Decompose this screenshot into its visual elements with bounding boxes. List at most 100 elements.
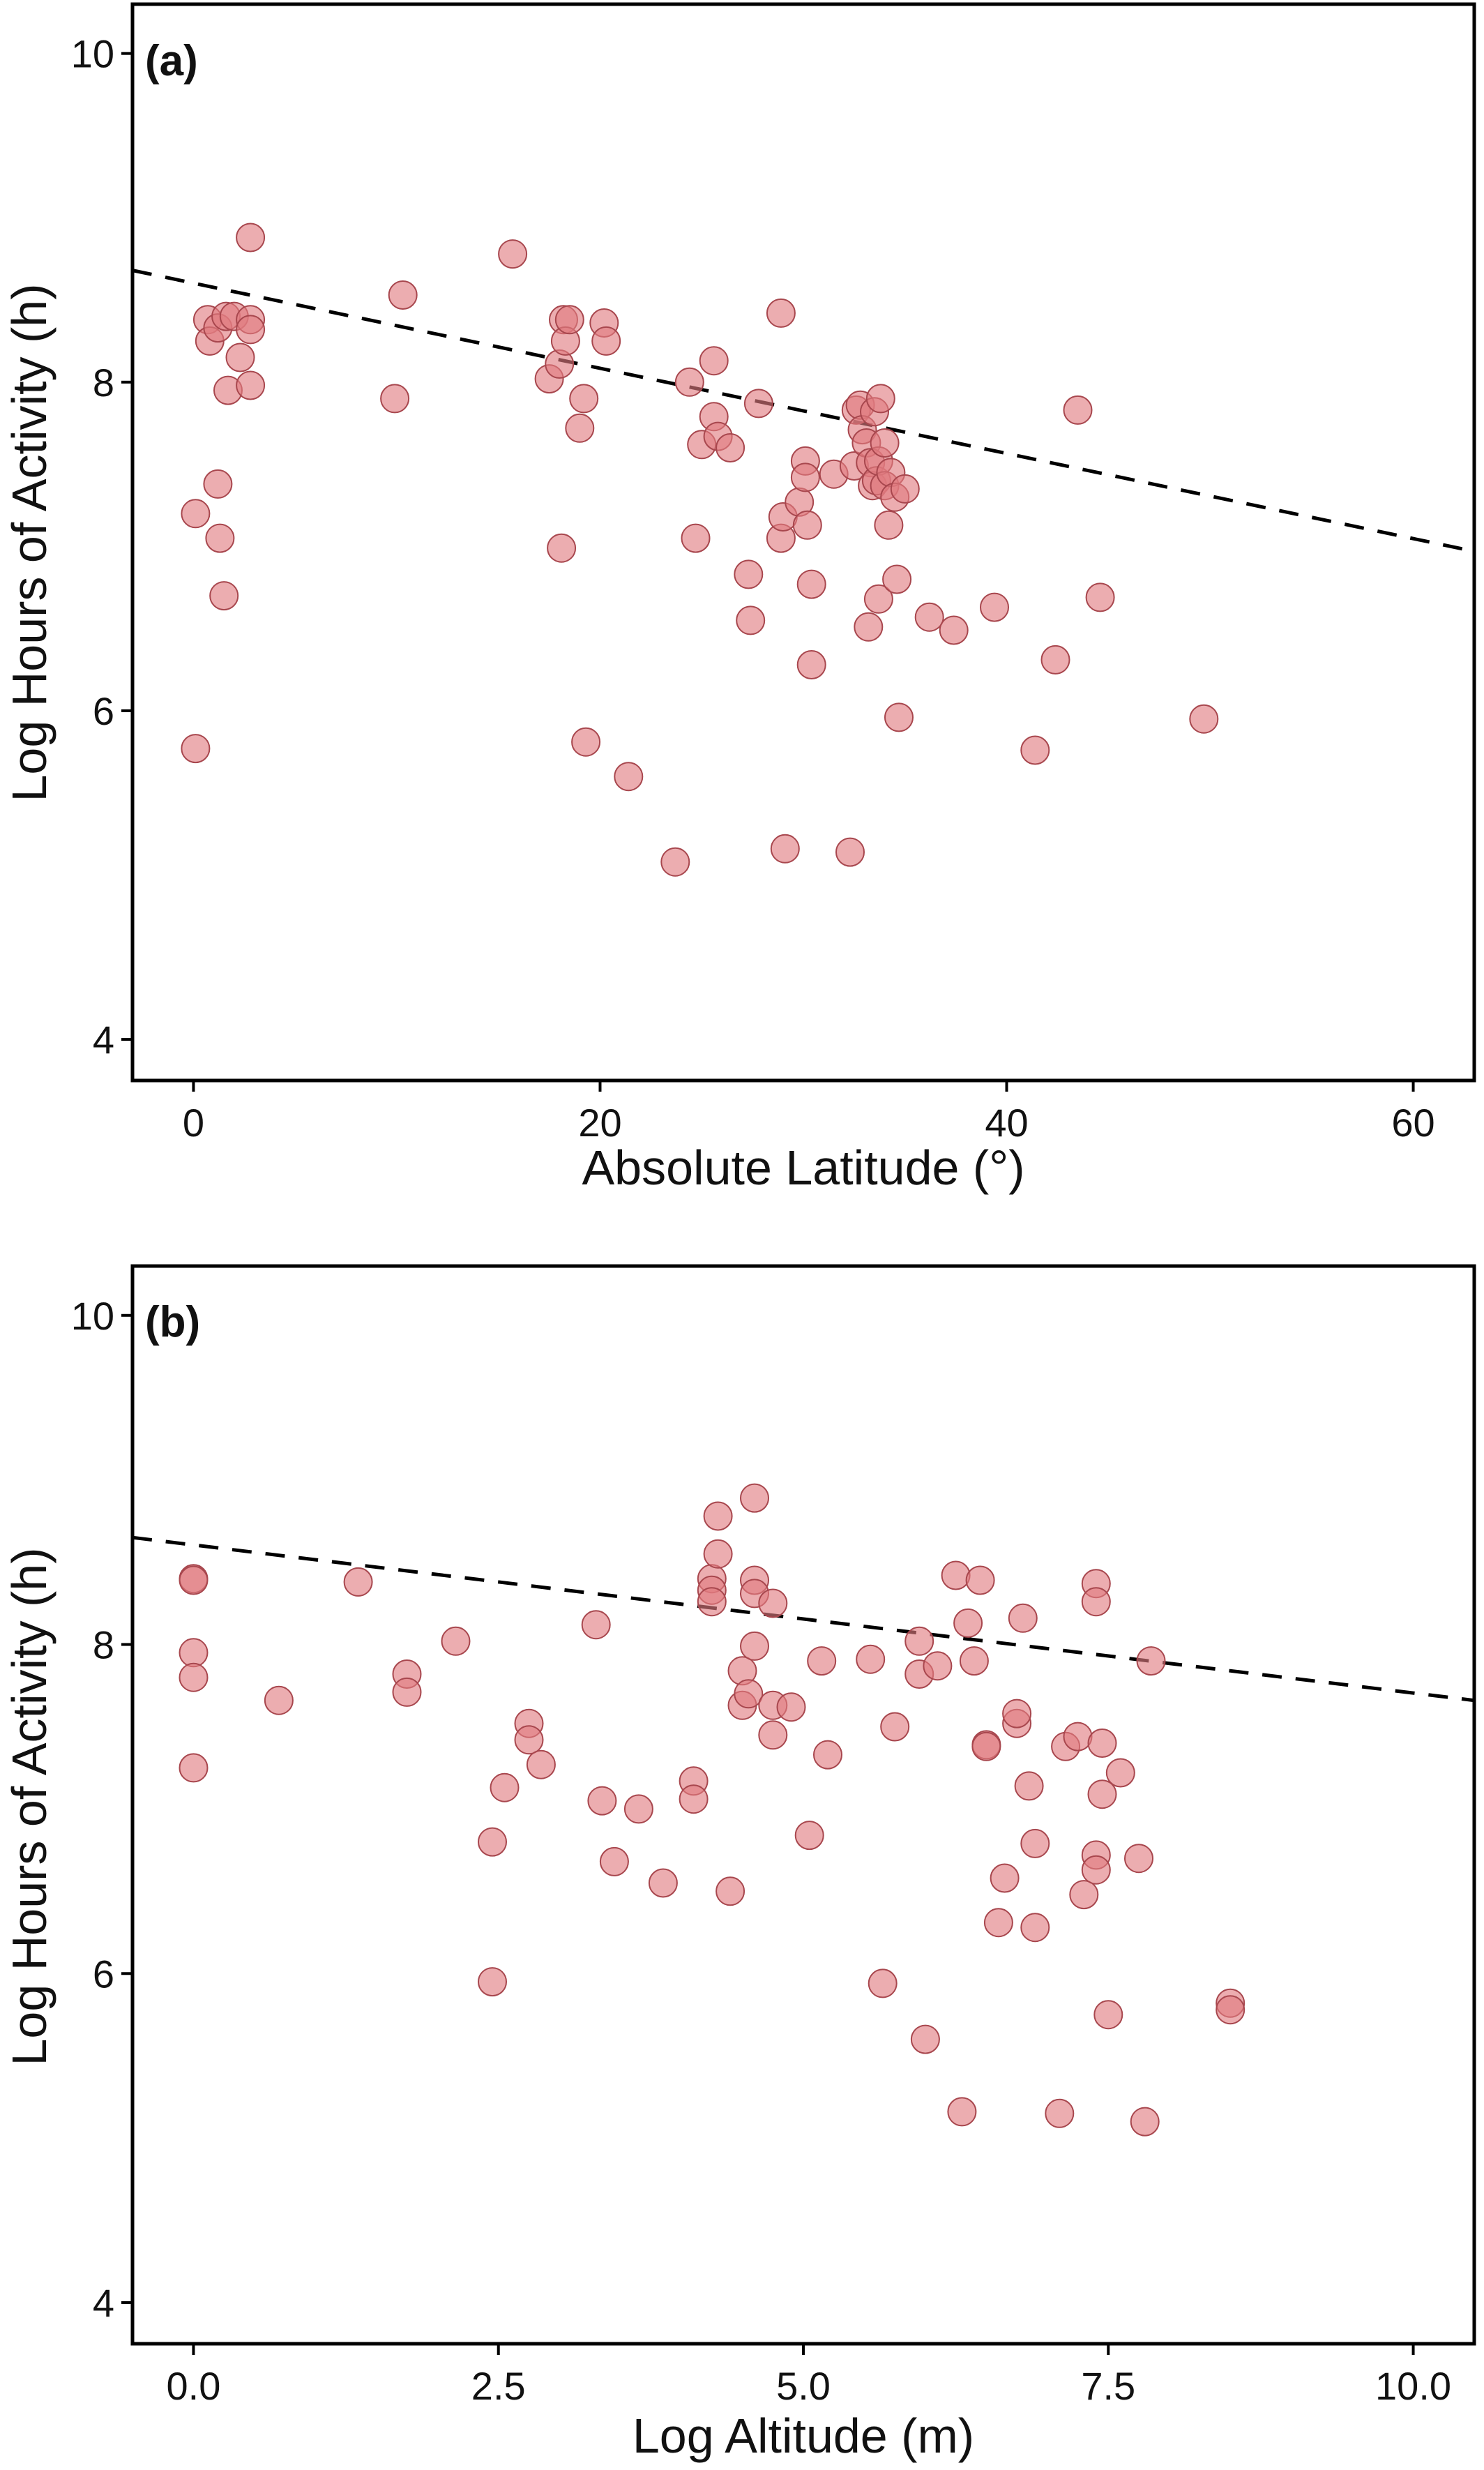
panel-a-frame: [130, 2, 1476, 1083]
panel-b-data-point: [1130, 2107, 1160, 2137]
panel-b-data-point: [179, 1662, 209, 1692]
panel-a-x-tick-label: 0: [183, 1101, 204, 1145]
panel-b-data-point: [1093, 2000, 1123, 2030]
panel-b-x-tick-label: 2.5: [471, 2364, 526, 2408]
panel-b-data-point: [1014, 1771, 1044, 1801]
panel-a-data-point: [874, 510, 904, 540]
panel-b-data-point: [179, 1565, 209, 1595]
panel-a-x-tick-label: 20: [578, 1101, 621, 1145]
panel-b-data-point: [179, 1753, 209, 1783]
panel-a-data-point: [181, 499, 211, 529]
panel-a-data-point: [569, 384, 599, 414]
panel-a-trendline: [132, 269, 1475, 553]
panel-b-y-axis: 4 6 8 10: [71, 1294, 132, 2325]
panel-a-data-point: [865, 384, 895, 414]
panel-a-data-point: [770, 834, 800, 864]
panel-b-y-tick-label: 10: [71, 1294, 114, 1338]
panel-a-data-point: [660, 847, 690, 877]
panel-a-data-point: [209, 581, 239, 611]
panel-a-data-point: [796, 569, 826, 599]
panel-a-data-point: [884, 702, 914, 732]
panel-a-data-point: [591, 326, 621, 356]
panel-a-data-point: [681, 523, 711, 553]
panel-a-data-point: [1189, 704, 1219, 734]
panel-a-data-point: [854, 612, 884, 642]
panel-a-y-axis: 4 6 8 10: [71, 32, 132, 1062]
panel-b-data-point: [953, 1608, 983, 1638]
panel-a-tag: (a): [145, 37, 198, 85]
panel-a-data-point: [565, 413, 595, 443]
panel-a-data-point: [736, 605, 766, 635]
panel-a-data-point: [547, 533, 577, 563]
panel-b-data-point: [923, 1651, 953, 1681]
panel-b-data-point: [1105, 1758, 1135, 1788]
panel-b-data-point: [703, 1501, 733, 1531]
panel-a-data-point: [203, 469, 233, 499]
panel-b-data-point: [587, 1786, 617, 1816]
panel-a-data-point: [380, 384, 410, 414]
panel-b-x-axis-title: Log Altitude (m): [633, 2409, 974, 2463]
panel-a-data-point: [1040, 645, 1070, 675]
panel-a-data-point: [554, 305, 584, 335]
panel-b-x-tick-label: 0.0: [167, 2364, 221, 2408]
panel-b-data-point: [856, 1644, 886, 1674]
panel-b-data-point: [648, 1868, 678, 1898]
panel-a-data-point: [792, 510, 822, 540]
panel-a-data-point: [388, 280, 418, 310]
panel-a-data-point: [205, 523, 235, 553]
panel-b-data-point: [1081, 1855, 1111, 1885]
panel-b-data-point: [1081, 1587, 1111, 1617]
panel-b-x-axis: 0.0 2.5 5.0 7.5 10.0: [167, 2344, 1451, 2408]
panel-b-data-point: [478, 1967, 507, 1997]
panel-b-data-point: [526, 1749, 556, 1779]
panel-b-data-point: [1020, 1913, 1050, 1943]
panel-b-data-point: [1087, 1779, 1117, 1809]
panel-b-data-point: [965, 1565, 995, 1595]
panel-b-data-point: [807, 1646, 837, 1676]
panel-a-data-point: [790, 462, 820, 492]
panel-b-data-point: [947, 2097, 977, 2127]
panel-a-data-point: [181, 734, 211, 764]
panel-b-x-tick-label: 10.0: [1375, 2364, 1451, 2408]
panel-a-data-point: [1063, 395, 1093, 425]
panel-b-data-point: [1002, 1699, 1032, 1729]
panel-b-data-point: [1008, 1603, 1038, 1633]
panel-b-data-point: [697, 1587, 727, 1617]
panel-a-x-axis: 0 20 40 60: [183, 1080, 1435, 1145]
panel-b-data-point: [990, 1863, 1020, 1893]
panel-b-data-point: [581, 1610, 611, 1640]
panel-b-data-point: [880, 1712, 910, 1742]
panel-a-data-point: [699, 346, 729, 376]
panel-b-data-point: [758, 1720, 788, 1750]
panel-b-data-point: [679, 1784, 709, 1814]
panel-b-data-point: [971, 1731, 1001, 1761]
panel-a-y-axis-title: Log Hours of Activity (h): [2, 283, 56, 801]
panel-b-data-point: [716, 1876, 745, 1906]
panel-b-data-point: [490, 1772, 520, 1802]
panel-b-data-point: [264, 1685, 294, 1715]
panel-b-trendline: [132, 1535, 1475, 1703]
panel-a-trendline-layer: [132, 269, 1475, 553]
panel-b-data-point: [179, 1638, 209, 1668]
panel-b-data-point: [1124, 1844, 1153, 1874]
panel-a-x-axis-title: Absolute Latitude (°): [582, 1140, 1024, 1195]
panel-a-y-tick-label: 6: [93, 689, 114, 733]
panel-a-data-point: [236, 223, 266, 253]
panel-a-data-point: [225, 342, 255, 372]
panel-b-y-tick-label: 4: [93, 2281, 114, 2325]
panel-a-data-point: [890, 474, 920, 504]
panel-a-data-point: [734, 559, 764, 589]
panel-b-data-point: [776, 1692, 806, 1722]
panel-a-data-point: [766, 298, 796, 328]
panel-b-data-point: [1136, 1646, 1166, 1676]
panel-a-x-tick-label: 60: [1391, 1101, 1434, 1145]
panel-a-data-point: [236, 370, 266, 400]
panel-a-data-point: [882, 564, 912, 594]
panel-a-data-point: [1085, 582, 1115, 612]
panel-b-data-point: [910, 2024, 940, 2054]
panel-a-data-point: [939, 615, 969, 645]
panel-b-tag: (b): [145, 1298, 200, 1346]
panel-b-trendline-layer: [132, 1535, 1475, 1703]
panel-b-data-point: [441, 1626, 471, 1656]
